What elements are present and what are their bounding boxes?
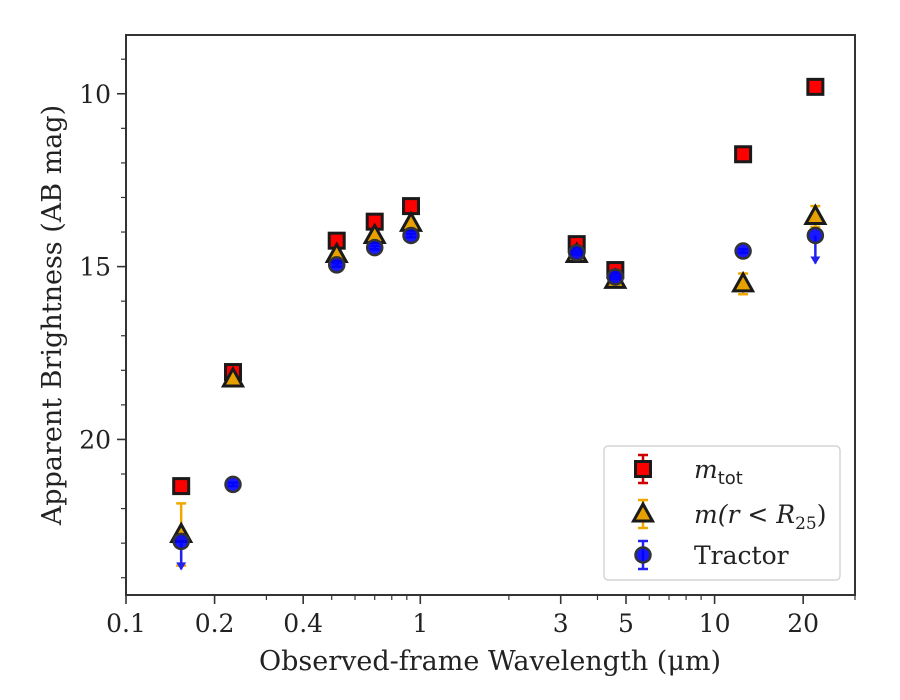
data-point-mtot bbox=[734, 145, 753, 164]
data-point-tractor bbox=[734, 242, 752, 260]
legend-marker-m25 bbox=[630, 500, 656, 523]
legend: mtot m(r < R25) Tractor bbox=[603, 445, 841, 581]
x-tick-label: 3 bbox=[553, 609, 569, 638]
data-point-tractor bbox=[327, 256, 346, 274]
data-point-tractor bbox=[365, 238, 384, 257]
x-axis: 0.1 0.2 0.4 1 3 5 10 20 bbox=[106, 595, 856, 638]
upper-limit-arrowhead bbox=[176, 562, 187, 571]
x-tick-label: 10 bbox=[699, 609, 731, 638]
data-point-tractor bbox=[806, 226, 825, 245]
data-point-tractor bbox=[224, 475, 242, 494]
x-tick-label: 5 bbox=[618, 609, 634, 638]
x-tick-label: 0.4 bbox=[283, 609, 323, 638]
legend-label-tractor: Tractor bbox=[694, 541, 789, 570]
data-point-m25 bbox=[220, 365, 246, 388]
data-point-tractor bbox=[567, 244, 586, 262]
series-mtot bbox=[172, 77, 825, 496]
data-point-mtot bbox=[172, 477, 191, 496]
data-point-tractor bbox=[606, 268, 625, 286]
x-tick-label: 1 bbox=[412, 609, 428, 638]
legend-box bbox=[603, 445, 841, 581]
y-tick-label: 20 bbox=[79, 425, 111, 454]
data-point-mtot bbox=[806, 77, 825, 96]
x-tick-label: 0.2 bbox=[195, 609, 235, 638]
data-point-m25 bbox=[731, 270, 756, 293]
x-tick-label: 20 bbox=[787, 609, 819, 638]
upper-limit-arrowhead bbox=[810, 256, 821, 265]
x-axis-label: Observed-frame Wavelength (μm) bbox=[259, 646, 721, 677]
data-point-m25 bbox=[803, 203, 828, 225]
legend-marker-tractor bbox=[634, 546, 652, 564]
legend-label-mtot: mtot bbox=[694, 455, 743, 489]
y-tick-label: 15 bbox=[79, 253, 111, 282]
y-tick-label: 10 bbox=[79, 80, 111, 109]
data-marks bbox=[169, 77, 828, 571]
data-point-tractor bbox=[172, 532, 190, 551]
y-axis-label: Apparent Brightness (AB mag) bbox=[37, 105, 68, 526]
data-point-tractor bbox=[402, 226, 420, 245]
x-tick-label: 0.1 bbox=[106, 609, 146, 638]
series-tractor bbox=[172, 226, 825, 571]
y-axis: 10 15 20 bbox=[79, 58, 126, 579]
plot-frame bbox=[125, 34, 856, 596]
legend-label-m25: m(r < R25) bbox=[694, 500, 827, 534]
legend-marker-mtot bbox=[634, 460, 652, 478]
